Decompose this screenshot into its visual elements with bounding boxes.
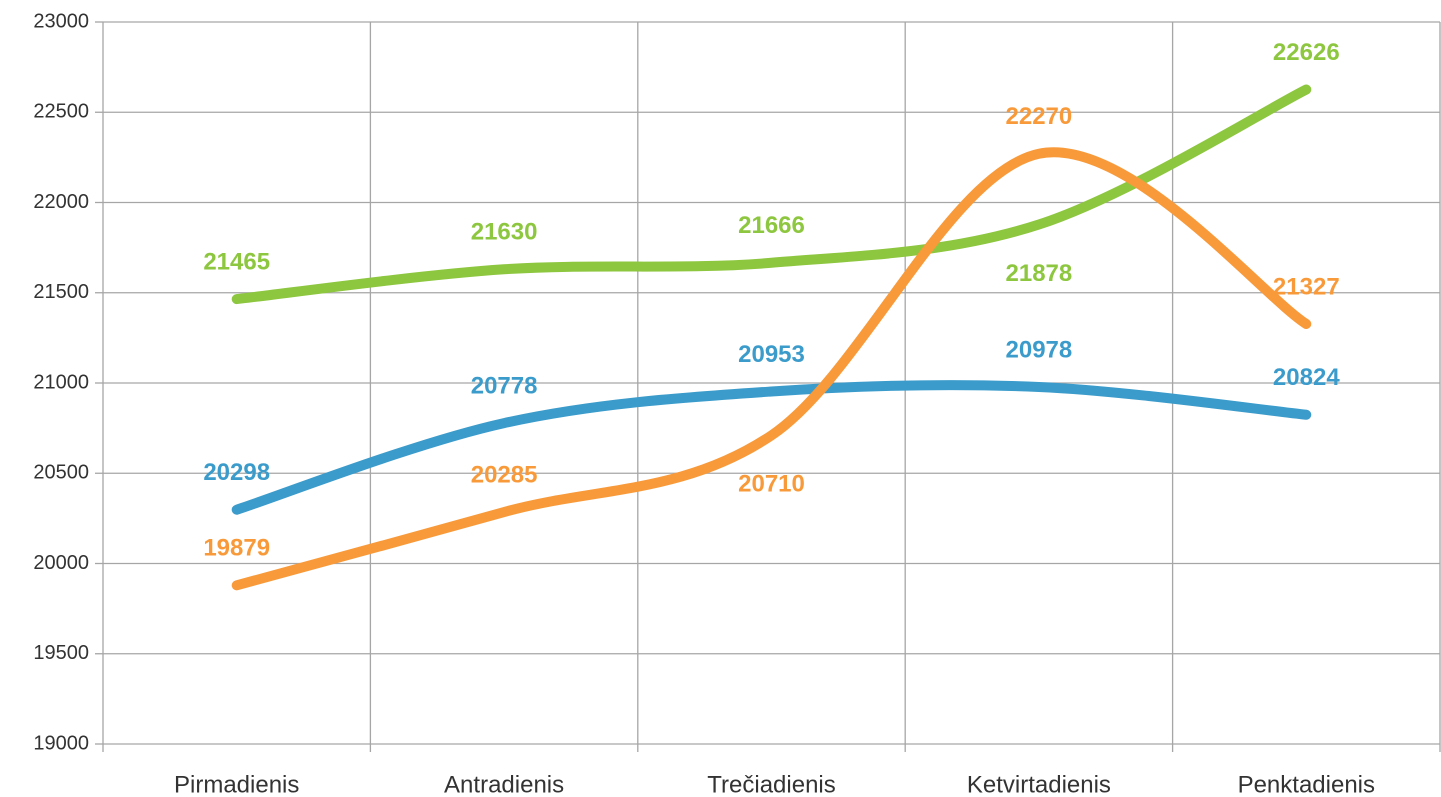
data-label: 21630 <box>471 219 538 246</box>
y-tick-label: 22500 <box>33 101 89 123</box>
y-tick-label: 21000 <box>33 371 89 393</box>
data-label: 20824 <box>1273 364 1340 391</box>
data-label: 20978 <box>1006 336 1073 363</box>
data-label: 22626 <box>1273 39 1340 66</box>
data-label: 20778 <box>471 372 538 399</box>
y-tick-label: 22000 <box>33 191 89 213</box>
data-label: 21327 <box>1273 273 1340 300</box>
data-label: 21878 <box>1006 260 1073 287</box>
y-tick-label: 20000 <box>33 552 89 574</box>
x-tick-label: Pirmadienis <box>174 771 299 797</box>
data-label: 19879 <box>203 535 270 562</box>
y-tick-label: 21500 <box>33 281 89 303</box>
x-tick-label: Antradienis <box>444 771 564 797</box>
data-label: 22270 <box>1006 103 1073 130</box>
x-tick-label: Ketvirtadienis <box>967 771 1111 797</box>
data-label: 20953 <box>738 341 805 368</box>
x-tick-label: Penktadienis <box>1238 771 1375 797</box>
line-series <box>231 380 1312 515</box>
y-tick-label: 19000 <box>33 732 89 754</box>
y-tick-label: 23000 <box>33 10 89 32</box>
x-tick-label: Trečiadienis <box>707 771 836 797</box>
line-series <box>231 147 1312 591</box>
y-tick-label: 20500 <box>33 462 89 484</box>
data-label: 20298 <box>203 459 270 486</box>
y-tick-label: 19500 <box>33 642 89 664</box>
data-label: 20285 <box>471 461 538 488</box>
data-label: 21465 <box>203 248 270 275</box>
data-label: 20710 <box>738 471 805 498</box>
data-label: 21666 <box>738 212 805 239</box>
